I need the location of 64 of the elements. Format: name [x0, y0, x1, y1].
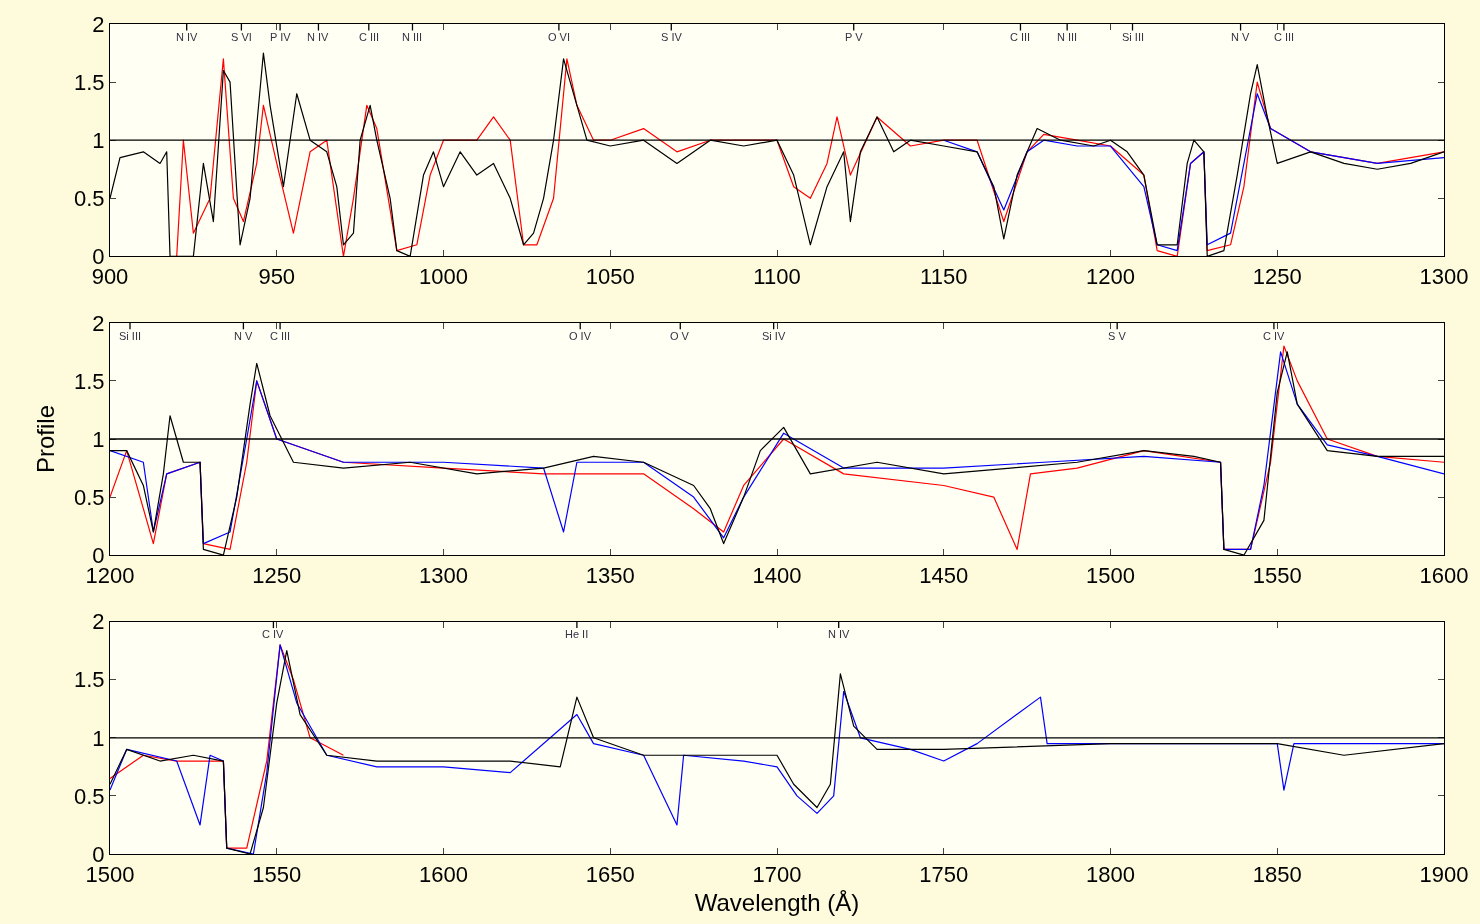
y-tick-label: 1.5	[73, 667, 105, 693]
x-tick-label: 1200	[1086, 263, 1135, 289]
ref-line-label: Si III	[119, 330, 142, 342]
y-tick-label: 1.5	[73, 368, 105, 394]
x-tick-label: 1400	[752, 562, 802, 588]
line-series	[943, 93, 1444, 252]
ref-line-label: He II	[565, 628, 589, 640]
x-tick-label: 1250	[252, 562, 302, 588]
ref-line-label: N V	[1231, 31, 1250, 43]
x-tick-label: 950	[258, 263, 296, 289]
y-axis-title: Profile	[32, 404, 60, 474]
ref-line-label: C IV	[1263, 330, 1286, 342]
x-tick-label: 1850	[1252, 861, 1302, 887]
y-tick-label: 1	[92, 426, 105, 452]
y-tick-label: 1	[92, 725, 105, 751]
ref-line-label: S V	[1108, 330, 1127, 342]
x-tick-label: 1800	[1086, 861, 1135, 887]
y-tick-label: 2	[92, 609, 105, 635]
x-tick-label: 1600	[1419, 562, 1469, 588]
ref-line-label: N V	[234, 330, 253, 342]
x-tick-label: 1300	[419, 562, 468, 588]
ref-line-label: Si III	[1122, 31, 1145, 43]
ref-line-label: S VI	[231, 31, 252, 43]
y-tick-label: 0.5	[73, 484, 105, 510]
x-tick-label: 1050	[585, 263, 635, 289]
x-tick-label: 1000	[419, 263, 468, 289]
ref-line-label: S IV	[661, 31, 683, 43]
y-tick-label: 1.5	[73, 69, 105, 95]
x-tick-label: 1150	[920, 263, 968, 289]
ref-line-label: O V	[670, 330, 690, 342]
y-tick-label: 0.5	[73, 186, 105, 211]
x-tick-label: 1700	[752, 861, 802, 887]
ref-line-label: C III	[359, 31, 380, 43]
x-tick-label: 1450	[919, 562, 969, 588]
ref-line-label: N III	[1057, 31, 1078, 43]
y-tick-label: 2	[92, 11, 105, 37]
ref-line-label: P V	[845, 31, 864, 43]
ref-line-label: C III	[270, 330, 291, 342]
ref-line-label: N III	[402, 31, 423, 43]
ref-line-label: C III	[1274, 31, 1295, 43]
ref-line-label: N IV	[176, 31, 199, 43]
ref-line-label: C IV	[262, 628, 285, 640]
x-tick-label: 1750	[919, 861, 969, 887]
ref-line-label: N IV	[307, 31, 330, 43]
ref-line-label: P IV	[270, 31, 292, 43]
x-axis-title: Wavelength (Å)	[694, 888, 860, 916]
ref-line-label: O VI	[548, 31, 571, 43]
ref-line-label: N IV	[828, 628, 851, 640]
ref-line-label: Si IV	[762, 330, 786, 342]
x-tick-label: 1250	[1252, 263, 1302, 289]
x-tick-label: 1100	[753, 263, 801, 289]
y-tick-label: 2	[92, 310, 105, 336]
x-tick-label: 1350	[585, 562, 635, 588]
x-tick-label: 1300	[1419, 263, 1469, 289]
x-tick-label: 1500	[1086, 562, 1135, 588]
x-tick-label: 1550	[1252, 562, 1302, 588]
x-tick-label: 1550	[252, 861, 302, 887]
x-tick-label: 1650	[585, 861, 635, 887]
x-tick-label: 1900	[1419, 861, 1469, 887]
y-tick-label: 0.5	[73, 783, 105, 809]
ref-line-label: O IV	[569, 330, 592, 342]
ref-line-label: C III	[1010, 31, 1031, 43]
x-tick-label: 1600	[419, 861, 468, 887]
y-tick-label: 1	[92, 127, 105, 153]
